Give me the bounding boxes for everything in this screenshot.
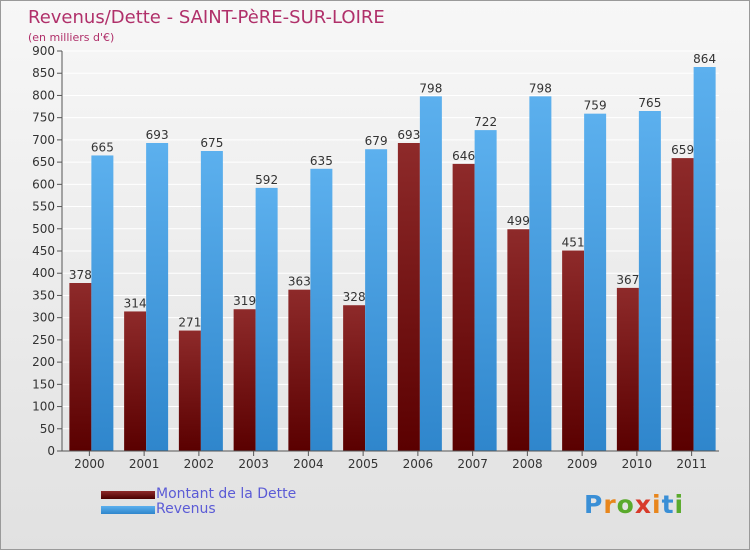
bar-debt — [397, 143, 420, 451]
data-label-revenue: 722 — [474, 115, 497, 129]
data-label-debt: 367 — [616, 273, 639, 287]
x-tick-label: 2007 — [457, 457, 488, 471]
x-tick-label: 2009 — [567, 457, 598, 471]
bar-debt — [507, 229, 530, 451]
data-label-debt: 363 — [288, 275, 311, 289]
bar-revenue — [693, 67, 716, 451]
data-label-debt: 499 — [507, 214, 530, 228]
bar-revenue — [584, 113, 607, 452]
bar-debt — [452, 163, 475, 451]
chart-subtitle: (en milliers d'€) — [28, 31, 115, 44]
y-tick-label: 750 — [32, 111, 55, 125]
y-tick-label: 50 — [40, 422, 55, 436]
data-label-debt: 646 — [452, 149, 475, 163]
bar-revenue — [529, 96, 552, 451]
data-label-debt: 659 — [671, 143, 694, 157]
axes: 0 50 100 150 200 250 300 350 400 450 500 550 600 650 7… — [32, 44, 719, 471]
data-label-revenue: 635 — [310, 154, 333, 168]
bar-debt — [288, 289, 311, 451]
bar-revenue — [200, 151, 223, 451]
logo-letter: r — [603, 490, 617, 519]
bar-revenue — [638, 111, 661, 451]
logo-letter: o — [616, 490, 635, 519]
data-label-debt: 314 — [124, 296, 147, 310]
bar-revenue — [91, 155, 114, 451]
logo-letter: x — [634, 490, 652, 519]
data-label-debt: 328 — [343, 290, 366, 304]
bar-debt — [69, 283, 92, 451]
data-label-revenue: 798 — [529, 81, 552, 95]
data-label-revenue: 592 — [255, 173, 278, 187]
data-label-revenue: 864 — [693, 52, 716, 66]
x-tick-label: 2004 — [293, 457, 324, 471]
data-label-revenue: 665 — [91, 140, 114, 154]
data-label-revenue: 679 — [365, 134, 388, 148]
bar-debt — [343, 305, 366, 451]
data-label-debt: 451 — [562, 236, 585, 250]
data-label-debt: 271 — [178, 316, 201, 330]
legend-swatch-debt — [101, 491, 155, 499]
logo-letter: i — [674, 490, 685, 519]
y-tick-label: 200 — [32, 355, 55, 369]
x-tick-label: 2010 — [622, 457, 653, 471]
x-tick-label: 2000 — [74, 457, 105, 471]
y-tick-label: 350 — [32, 288, 55, 302]
y-tick-label: 150 — [32, 377, 55, 391]
bar-revenue — [146, 143, 169, 451]
bar-revenue — [255, 187, 278, 451]
proxiti-logo: Proxiti — [584, 490, 684, 519]
data-label-revenue: 759 — [584, 99, 607, 113]
data-labels: 378 665 314 693 271 675 319 592 363 635 328 679 693 7… — [69, 52, 716, 330]
logo-letter: i — [652, 490, 662, 519]
y-tick-label: 900 — [32, 44, 55, 58]
chart-title: Revenus/Dette - SAINT-PèRE-SUR-LOIRE — [28, 7, 385, 28]
logo-letter: P — [584, 490, 604, 519]
y-tick-label: 300 — [32, 311, 55, 325]
bars — [69, 67, 716, 452]
legend-label-revenue: Revenus — [156, 501, 216, 517]
bar-debt — [616, 287, 639, 451]
bar-revenue — [365, 149, 388, 451]
y-tick-label: 0 — [47, 444, 55, 458]
y-tick-label: 800 — [32, 88, 55, 102]
bar-revenue — [419, 96, 442, 451]
data-label-revenue: 798 — [419, 81, 442, 95]
data-label-debt: 378 — [69, 268, 92, 282]
logo-letter: t — [661, 490, 675, 519]
y-tick-label: 500 — [32, 222, 55, 236]
y-tick-label: 250 — [32, 333, 55, 347]
data-label-revenue: 693 — [146, 128, 169, 142]
bar-debt — [562, 250, 585, 451]
legend-swatch-revenue — [101, 506, 155, 514]
x-tick-label: 2006 — [403, 457, 434, 471]
x-tick-label: 2011 — [676, 457, 707, 471]
x-tick-label: 2002 — [184, 457, 215, 471]
data-label-debt: 319 — [233, 294, 256, 308]
bar-debt — [233, 309, 256, 451]
data-label-revenue: 675 — [200, 136, 223, 150]
x-tick-label: 2008 — [512, 457, 543, 471]
y-tick-label: 700 — [32, 133, 55, 147]
bar-debt — [671, 158, 694, 451]
y-tick-label: 100 — [32, 400, 55, 414]
bar-debt — [124, 311, 147, 451]
y-tick-label: 850 — [32, 66, 55, 80]
y-tick-label: 400 — [32, 266, 55, 280]
bar-revenue — [310, 168, 333, 451]
y-tick-label: 450 — [32, 244, 55, 258]
y-tick-label: 550 — [32, 200, 55, 214]
bar-debt — [178, 330, 201, 451]
legend-label-debt: Montant de la Dette — [156, 486, 297, 502]
y-tick-label: 600 — [32, 177, 55, 191]
data-label-debt: 693 — [397, 128, 420, 142]
bar-revenue — [474, 130, 497, 451]
x-tick-label: 2005 — [348, 457, 379, 471]
x-tick-label: 2003 — [238, 457, 269, 471]
y-tick-label: 650 — [32, 155, 55, 169]
grid-lines — [62, 50, 719, 452]
x-tick-label: 2001 — [129, 457, 160, 471]
data-label-revenue: 765 — [638, 96, 661, 110]
